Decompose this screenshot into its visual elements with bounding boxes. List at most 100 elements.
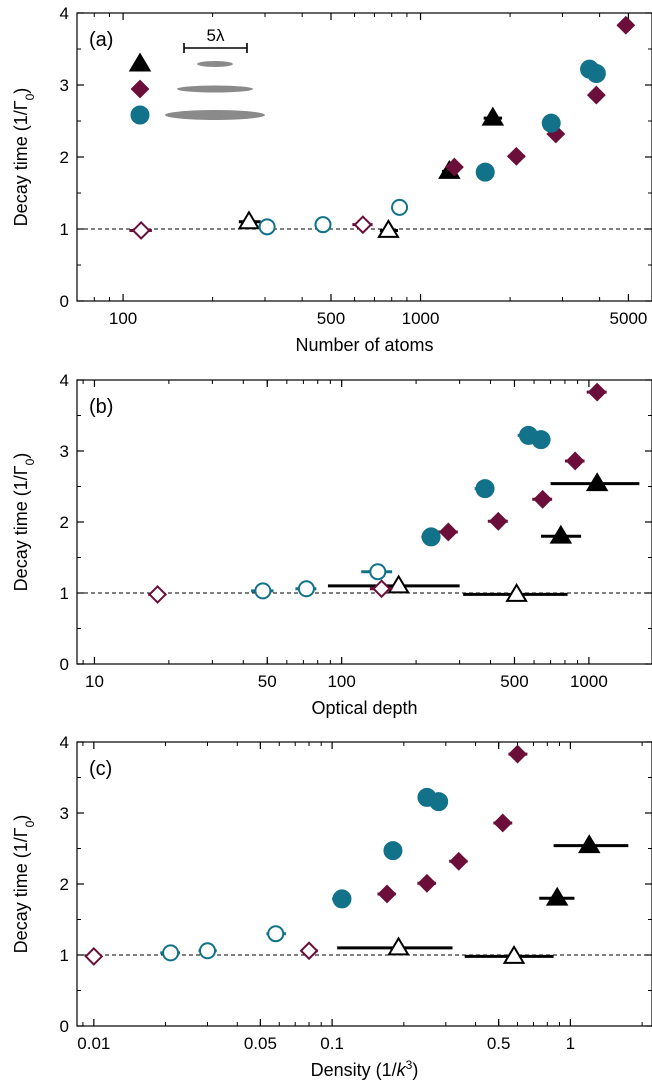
circle-marker (297, 580, 315, 598)
plot-frame (76, 379, 652, 665)
y-tick-label: 2 (60, 875, 69, 894)
x-tick-label: 0.5 (487, 1034, 511, 1053)
triangle-marker (237, 210, 261, 230)
y-tick-label: 0 (60, 1017, 69, 1036)
x-tick-label: 0.01 (77, 1034, 110, 1053)
triangle-marker (387, 574, 410, 594)
y-axis-label: Decay time (1/Γ0) (11, 88, 37, 227)
panel-b: 0 1 2 3 4 10 50 100 500 1000 Optical depth Decay ti… (11, 371, 652, 718)
circle-marker (314, 216, 332, 234)
diamond-marker (84, 947, 104, 966)
series-triangle-black (327, 472, 640, 602)
diamond-marker (438, 522, 458, 542)
data-point (198, 942, 217, 960)
x-tick-label: 500 (500, 672, 528, 691)
data-point (352, 215, 373, 235)
x-axis-label: Density (1/k3) (311, 1058, 419, 1080)
triangle-marker (549, 524, 573, 544)
panel-label: (a) (89, 29, 113, 51)
diamond-marker (417, 873, 437, 893)
data-point (539, 886, 575, 906)
data-point (299, 941, 319, 961)
data-point (540, 524, 582, 544)
x-tick-label: 1000 (570, 672, 608, 691)
y-tick-label: 2 (60, 513, 69, 532)
data-point (266, 925, 286, 943)
data-point (586, 85, 606, 105)
triangle-marker (387, 936, 410, 956)
y-tick-label: 3 (60, 442, 69, 461)
diamond-marker (377, 884, 397, 904)
diamond-marker (565, 451, 585, 471)
data-point (550, 472, 640, 492)
panel-a: 0 1 2 3 4 100 500 1000 5000 Number of atoms Decay … (11, 4, 652, 355)
data-point (332, 889, 352, 909)
legend-entry-triangle (128, 52, 233, 72)
y-axis-label: Decay time (1/Γ0) (11, 815, 37, 954)
diamond-marker (616, 15, 636, 35)
data-point (361, 563, 393, 581)
y-tick-label: 1 (60, 584, 69, 603)
triangle-marker (481, 106, 505, 126)
x-axis-label: Number of atoms (295, 335, 433, 355)
data-point (463, 582, 568, 602)
triangle-marker (128, 52, 152, 72)
circle-marker (332, 889, 352, 909)
data-point (532, 489, 553, 509)
diamond-marker (372, 579, 391, 599)
data-point (377, 218, 400, 238)
legend-entry-diamond (130, 79, 253, 99)
y-tick-label: 3 (60, 76, 69, 95)
x-tick-label: 5000 (610, 309, 648, 328)
diamond-marker (449, 851, 469, 871)
diamond-marker (586, 85, 606, 105)
series-circle-teal (251, 425, 551, 600)
atom-cloud-shape (165, 110, 265, 120)
diamond-marker (299, 941, 319, 961)
diamond-marker (148, 585, 167, 604)
circle-marker (199, 942, 217, 960)
data-point (237, 210, 261, 230)
diamond-marker (353, 215, 373, 235)
data-point (383, 841, 403, 861)
data-point (586, 382, 607, 402)
scale-bar-label: 5λ (207, 26, 225, 45)
data-point (541, 113, 561, 133)
x-axis-label: Optical depth (311, 698, 417, 718)
series-circle-teal (258, 59, 606, 236)
data-point (553, 834, 629, 854)
triangle-marker (377, 218, 400, 238)
y-tick-label: 4 (60, 4, 69, 23)
circle-marker (541, 113, 561, 133)
series-diamond-maroon (148, 382, 607, 604)
panel-label: (b) (89, 396, 113, 418)
series-diamond-maroon (129, 15, 636, 240)
data-point (327, 574, 460, 594)
diamond-marker (445, 157, 464, 177)
y-tick-label: 0 (60, 655, 69, 674)
diamond-marker (488, 511, 508, 531)
diamond-marker (131, 221, 151, 240)
circle-marker (475, 479, 495, 499)
y-axis-label: Decay time (1/Γ0) (11, 453, 37, 592)
circle-marker (391, 198, 409, 216)
y-tick-label: 4 (60, 733, 69, 752)
plot-frame (76, 741, 652, 1027)
panel-label: (c) (89, 758, 112, 780)
triangle-marker (545, 886, 569, 906)
x-tick-label: 100 (327, 672, 355, 691)
atom-cloud-shape (177, 85, 253, 93)
data-point (530, 430, 551, 450)
circle-marker (162, 944, 180, 962)
data-point (475, 162, 495, 182)
x-tick-label: 500 (317, 309, 345, 328)
data-point (421, 527, 441, 547)
triangle-marker (578, 834, 601, 854)
series-triangle-black (337, 834, 629, 964)
data-point (84, 947, 104, 966)
series-triangle-black (237, 106, 505, 238)
data-point (449, 851, 469, 871)
data-point (417, 873, 437, 893)
data-point (586, 63, 606, 83)
